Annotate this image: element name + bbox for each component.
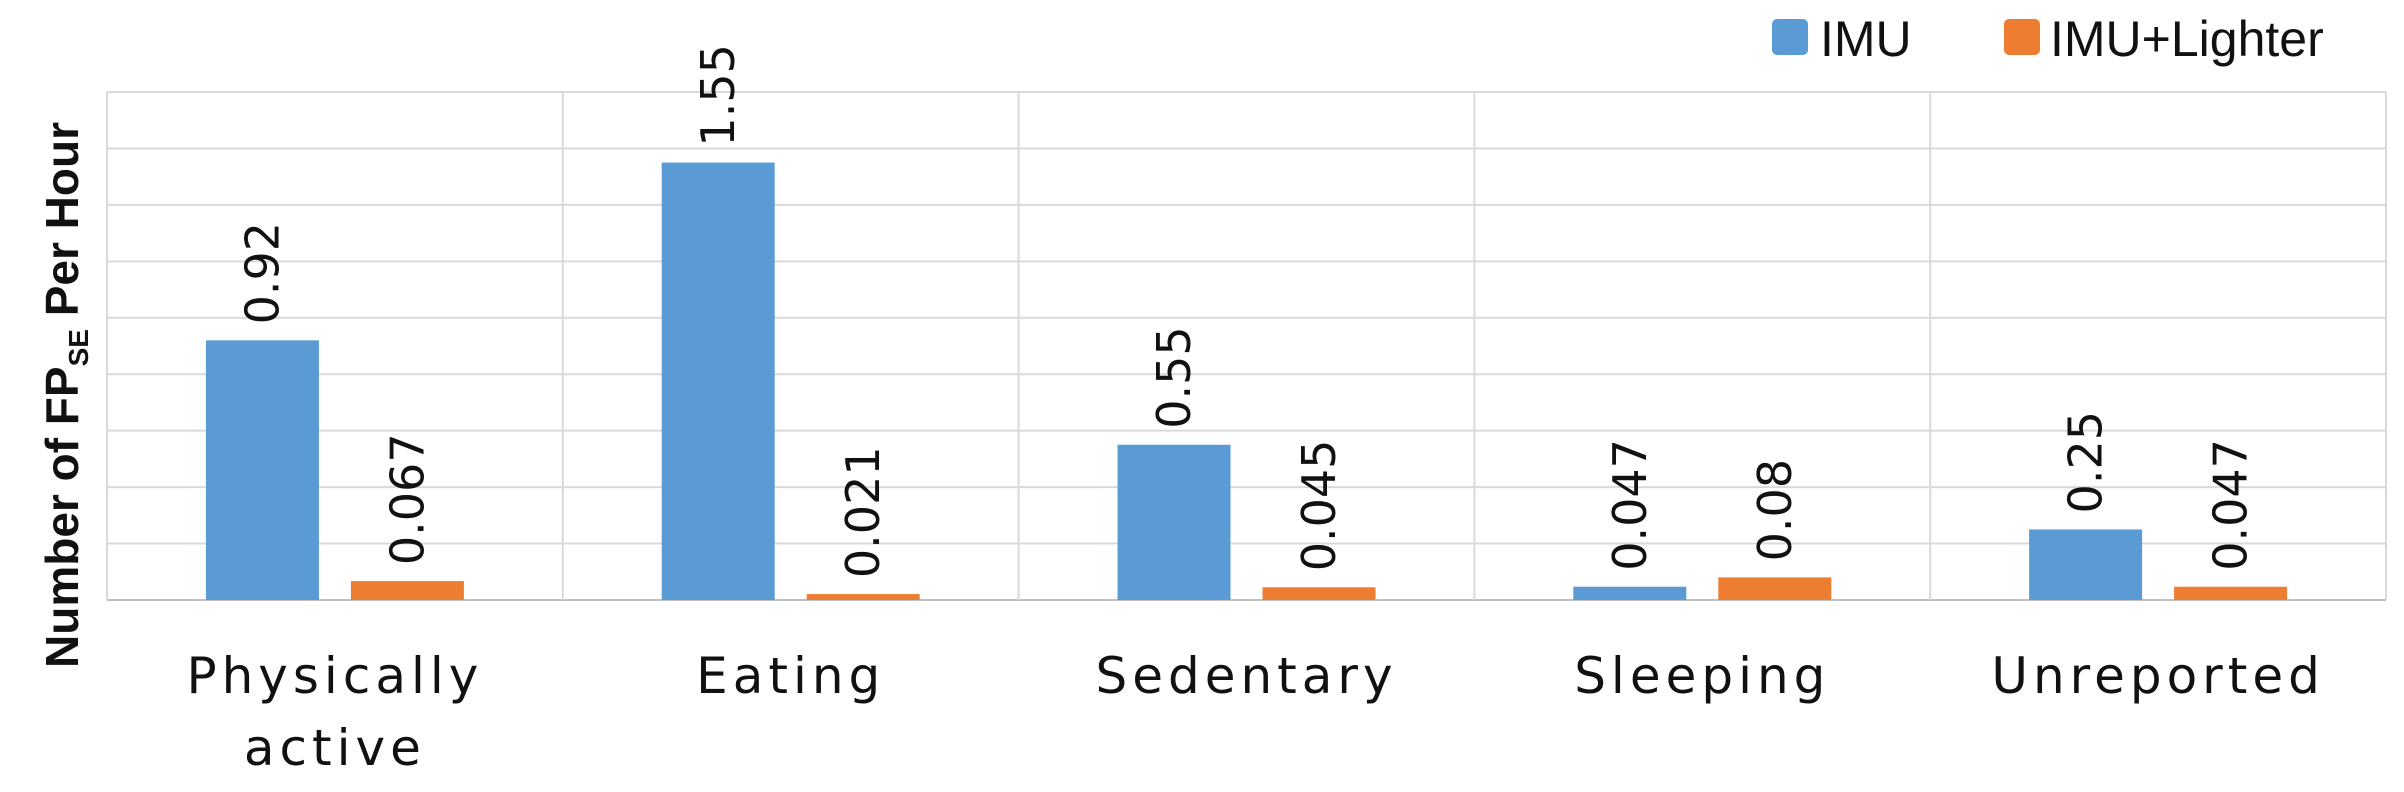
data-label-imu-lighter: 0.047: [2204, 439, 2258, 571]
grid: [106, 91, 2387, 601]
data-label-imu-lighter: 0.045: [1292, 440, 1346, 572]
data-label-imu: 0.047: [1603, 439, 1657, 571]
data-labels: 0.92 1.55 0.55 0.047 0.25 0.067 0.021 0.045 0.08…: [235, 44, 2257, 578]
x-tick-label: Sedentary: [1095, 647, 1397, 705]
x-tick-label: Eating: [696, 647, 885, 705]
data-label-imu-lighter: 0.021: [836, 446, 890, 578]
bars: [205, 162, 2288, 601]
bar-imu-lighter: [806, 594, 920, 600]
bar-imu: [1117, 444, 1231, 600]
legend-item-imu: IMU: [1772, 11, 1912, 67]
bar-imu-lighter: [350, 581, 464, 600]
legend-label-imu: IMU: [1820, 11, 1912, 67]
bar-imu: [2029, 529, 2143, 600]
data-label-imu: 0.25: [2059, 411, 2113, 513]
data-label-imu-lighter: 0.067: [380, 433, 434, 565]
data-label-imu-lighter: 0.08: [1748, 459, 1802, 561]
data-label-imu: 1.55: [691, 44, 745, 146]
bar-imu-lighter: [1262, 587, 1376, 600]
legend-swatch-imu: [1772, 19, 1808, 55]
bar-imu: [661, 162, 775, 601]
data-label-imu: 0.55: [1147, 326, 1201, 428]
x-tick-labels: Physically active Eating Sedentary Sleeping U…: [186, 647, 2325, 777]
bar-imu-lighter: [2174, 586, 2288, 600]
bar-imu: [205, 340, 319, 600]
x-tick-label: Sleeping: [1574, 647, 1830, 705]
x-tick-label: Physically active: [186, 647, 483, 777]
data-label-imu: 0.92: [235, 222, 289, 324]
legend-item-imu-lighter: IMU+Lighter: [2004, 11, 2324, 67]
legend: IMU IMU+Lighter: [1772, 11, 2324, 67]
legend-label-imu-lighter: IMU+Lighter: [2050, 11, 2324, 67]
bar-imu-lighter: [1718, 577, 1832, 600]
legend-swatch-imu-lighter: [2004, 19, 2040, 55]
x-tick-label: Unreported: [1991, 647, 2325, 705]
y-axis-label: Number of FPSE Per Hour: [36, 122, 94, 668]
bar-imu: [1573, 586, 1687, 600]
